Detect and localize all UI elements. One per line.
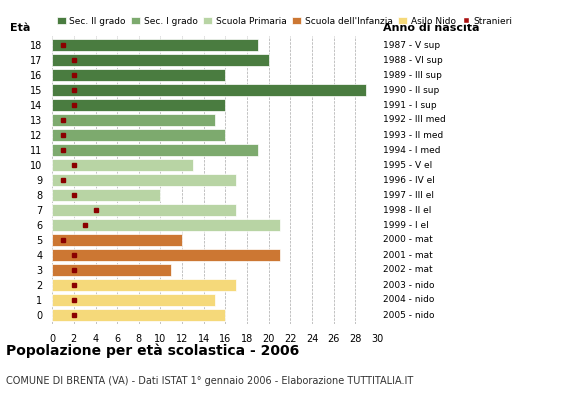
Bar: [52, 144, 258, 156]
Text: COMUNE DI BRENTA (VA) - Dati ISTAT 1° gennaio 2006 - Elaborazione TUTTITALIA.IT: COMUNE DI BRENTA (VA) - Dati ISTAT 1° ge…: [6, 376, 413, 386]
Text: Età: Età: [10, 23, 30, 33]
Text: 2002 - mat: 2002 - mat: [383, 266, 433, 274]
Bar: [52, 204, 236, 216]
Text: 1998 - II el: 1998 - II el: [383, 206, 431, 214]
Text: 1987 - V sup: 1987 - V sup: [383, 40, 440, 50]
Bar: [52, 294, 215, 306]
Text: 1990 - II sup: 1990 - II sup: [383, 86, 439, 94]
Bar: [52, 189, 161, 201]
Bar: [52, 219, 280, 231]
Bar: [52, 39, 258, 51]
Text: 2004 - nido: 2004 - nido: [383, 296, 434, 304]
Text: 1994 - I med: 1994 - I med: [383, 146, 440, 154]
Bar: [52, 84, 366, 96]
Bar: [52, 279, 236, 291]
Bar: [52, 174, 236, 186]
Text: Anno di nascita: Anno di nascita: [383, 23, 480, 33]
Text: 1995 - V el: 1995 - V el: [383, 160, 432, 170]
Text: 1996 - IV el: 1996 - IV el: [383, 176, 434, 184]
Text: 1999 - I el: 1999 - I el: [383, 220, 429, 230]
Bar: [52, 234, 182, 246]
Text: 1992 - III med: 1992 - III med: [383, 116, 445, 124]
Bar: [52, 99, 226, 111]
Bar: [52, 54, 269, 66]
Bar: [52, 249, 280, 261]
Text: 1989 - III sup: 1989 - III sup: [383, 70, 442, 80]
Text: 1997 - III el: 1997 - III el: [383, 190, 434, 200]
Bar: [52, 309, 226, 321]
Bar: [52, 114, 215, 126]
Bar: [52, 69, 226, 81]
Text: Popolazione per età scolastica - 2006: Popolazione per età scolastica - 2006: [6, 344, 299, 358]
Text: 1991 - I sup: 1991 - I sup: [383, 100, 436, 110]
Legend: Sec. II grado, Sec. I grado, Scuola Primaria, Scuola dell'Infanzia, Asilo Nido, : Sec. II grado, Sec. I grado, Scuola Prim…: [57, 17, 513, 26]
Bar: [52, 159, 193, 171]
Text: 1988 - VI sup: 1988 - VI sup: [383, 56, 443, 64]
Text: 2000 - mat: 2000 - mat: [383, 236, 433, 244]
Text: 1993 - II med: 1993 - II med: [383, 130, 443, 140]
Bar: [52, 129, 226, 141]
Text: 2005 - nido: 2005 - nido: [383, 310, 434, 320]
Text: 2001 - mat: 2001 - mat: [383, 250, 433, 260]
Bar: [52, 264, 171, 276]
Text: 2003 - nido: 2003 - nido: [383, 280, 434, 290]
